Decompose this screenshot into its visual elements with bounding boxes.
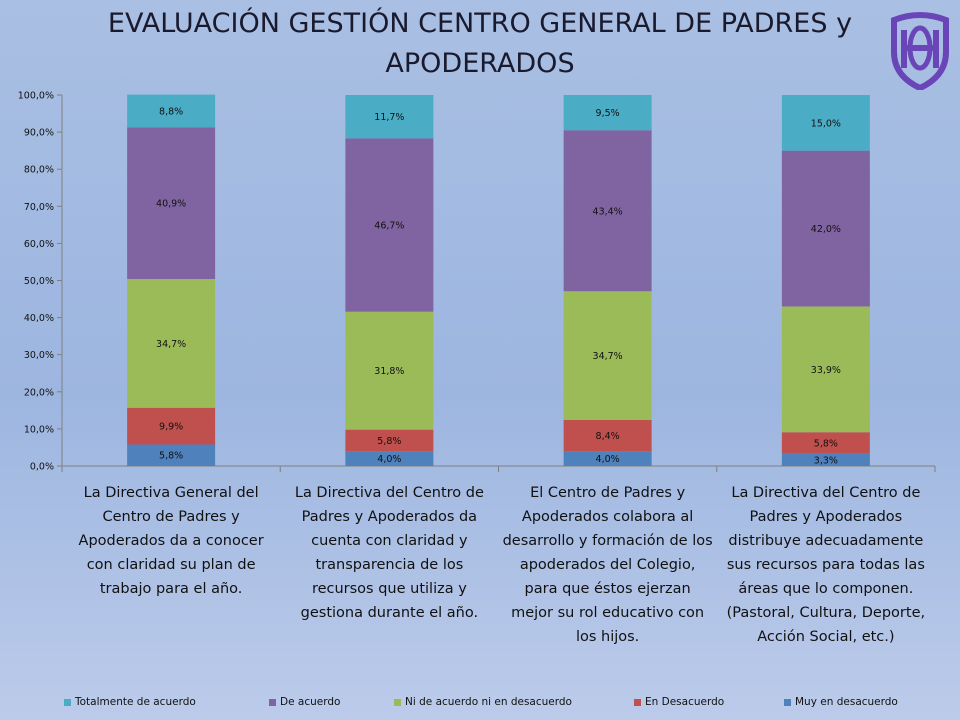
bar-segment [345, 429, 434, 452]
data-label: 8,8% [159, 106, 183, 117]
bar-segment [563, 130, 652, 292]
legend-item: Ni de acuerdo ni en desacuerdo [394, 696, 572, 708]
y-tick-label: 100,0% [18, 91, 54, 102]
bar-segment [781, 150, 870, 307]
data-label: 33,9% [811, 365, 841, 376]
data-label: 4,0% [377, 454, 401, 465]
legend-item: Totalmente de acuerdo [64, 696, 196, 708]
legend-swatch [634, 698, 641, 706]
x-category-label: La Directiva General del Centro de Padre… [78, 485, 264, 597]
bar-segment [127, 127, 216, 280]
chart-title-line-1: EVALUACIÓN GESTIÓN CENTRO GENERAL DE PAD… [107, 8, 853, 39]
chart-title-line-2: APODERADOS [385, 48, 575, 79]
legend-swatch [394, 698, 401, 706]
y-tick-label: 90,0% [24, 128, 54, 139]
x-category-label: La Directiva del Centro de Padres y Apod… [294, 485, 484, 621]
bar-segment [563, 291, 652, 420]
bar-segment [127, 94, 216, 128]
data-label: 3,3% [814, 455, 838, 466]
bar-segment [345, 451, 434, 466]
data-label: 8,4% [596, 431, 620, 442]
data-label: 34,7% [593, 351, 623, 362]
data-label: 5,8% [159, 451, 183, 462]
y-tick-label: 20,0% [24, 387, 54, 398]
y-tick-label: 50,0% [24, 276, 54, 287]
y-tick-label: 0,0% [30, 462, 54, 473]
chart-title: EVALUACIÓN GESTIÓN CENTRO GENERAL DE PAD… [40, 4, 920, 84]
x-category-label: La Directiva del Centro de Padres y Apod… [726, 485, 926, 645]
data-label: 9,5% [596, 108, 620, 119]
data-label: 31,8% [374, 366, 404, 377]
data-label: 15,0% [811, 118, 841, 129]
legend-label: Totalmente de acuerdo [75, 696, 196, 708]
legend-item: Muy en desacuerdo [784, 696, 898, 708]
bar-segment [563, 419, 652, 452]
chart-data-labels: 5,8% 9,9% 34,7% 40,9% 8,8% 4,0% 5,8% 31,8% 46,7%… [156, 106, 841, 466]
bar-segment [781, 306, 870, 433]
bar-segment [127, 407, 216, 445]
bar-segment [781, 432, 870, 454]
bar-segment [563, 451, 652, 466]
bar-segment [127, 444, 216, 466]
data-label: 11,7% [374, 112, 404, 123]
legend-label: Muy en desacuerdo [795, 696, 898, 708]
y-tick-label: 10,0% [24, 424, 54, 435]
data-label: 40,9% [156, 199, 186, 210]
legend-item: En Desacuerdo [634, 696, 724, 708]
bar-segment [345, 138, 434, 312]
y-tick-label: 70,0% [24, 202, 54, 213]
legend-label: En Desacuerdo [645, 696, 725, 708]
legend-swatch [64, 698, 71, 706]
chart-legend: Totalmente de acuerdo De acuerdo Ni de acu… [56, 696, 936, 712]
bar-segment [781, 95, 870, 151]
y-tick-label: 60,0% [24, 239, 54, 250]
chart-bars [127, 94, 870, 466]
bar-segment [127, 279, 216, 408]
data-label: 9,9% [159, 422, 183, 433]
y-tick-label: 80,0% [24, 165, 54, 176]
bar-segment [345, 311, 434, 430]
data-label: 46,7% [374, 221, 404, 232]
legend-label: Ni de acuerdo ni en desacuerdo [405, 696, 572, 708]
bar-segment [563, 95, 652, 131]
data-label: 42,0% [811, 224, 841, 235]
data-label: 4,0% [596, 454, 620, 465]
x-category-label: El Centro de Padres y Apoderados colabor… [502, 485, 713, 645]
bar-segment [781, 453, 870, 466]
data-label: 34,7% [156, 339, 186, 350]
y-tick-label: 30,0% [24, 350, 54, 361]
legend-label: De acuerdo [280, 696, 341, 708]
data-label: 5,8% [814, 438, 838, 449]
data-label: 43,4% [593, 206, 623, 217]
legend-swatch [784, 698, 791, 706]
bar-segment [345, 95, 434, 139]
legend-swatch [269, 698, 276, 706]
school-crest-logo [891, 12, 949, 90]
legend-item: De acuerdo [269, 696, 340, 708]
data-label: 5,8% [377, 436, 401, 447]
y-tick-label: 40,0% [24, 313, 54, 324]
